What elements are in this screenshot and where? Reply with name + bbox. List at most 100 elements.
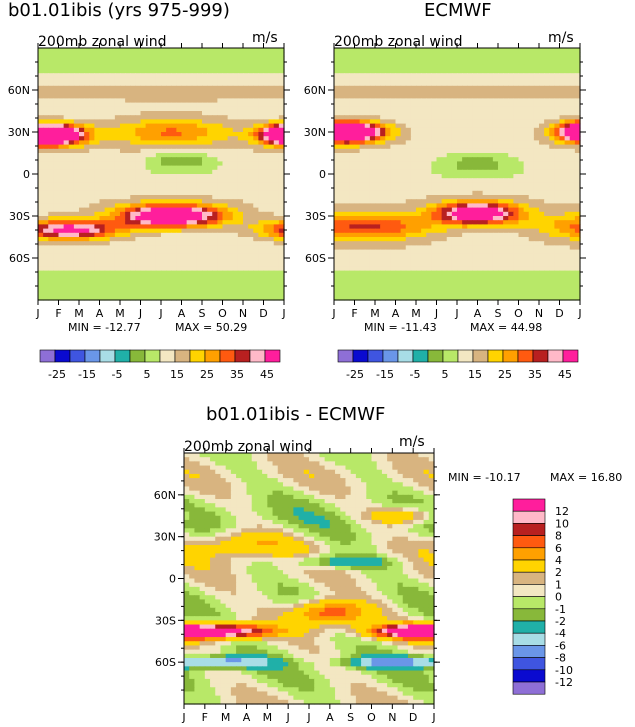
heatmap-cell [227, 295, 234, 301]
heatmap-cell [150, 165, 157, 171]
heatmap-cell [237, 136, 244, 141]
heatmap-cell [248, 161, 254, 167]
heatmap-cell [53, 220, 60, 225]
heatmap-cell [334, 178, 340, 183]
heatmap-cell [232, 132, 239, 137]
heatmap-cell [533, 169, 540, 175]
heatmap-cell [421, 56, 427, 62]
heatmap-cell [84, 237, 90, 242]
heatmap-cell [334, 94, 340, 99]
heatmap-cell [263, 77, 270, 83]
heatmap-cell [375, 64, 381, 70]
x-tick-label: D [259, 307, 267, 320]
heatmap-cell [237, 199, 244, 204]
heatmap-cell [140, 115, 147, 120]
heatmap-cell [503, 102, 509, 108]
heatmap-cell [161, 52, 167, 57]
heatmap-cell [533, 140, 540, 146]
heatmap-cell [472, 111, 479, 116]
heatmap-cell [436, 81, 443, 87]
heatmap-cell [84, 85, 90, 91]
heatmap-cell [569, 132, 576, 137]
heatmap-cell [451, 182, 458, 188]
heatmap-cell [339, 90, 345, 95]
heatmap-cell [212, 270, 218, 276]
heatmap-cell [344, 111, 350, 116]
heatmap-cell [375, 81, 381, 87]
heatmap-cell [482, 186, 489, 192]
heatmap-cell [278, 127, 285, 133]
heatmap-cell [462, 85, 468, 91]
heatmap-cell [559, 77, 566, 83]
heatmap-cell [186, 190, 193, 196]
heatmap-cell [212, 52, 218, 57]
heatmap-cell [273, 253, 280, 259]
heatmap-cell [375, 132, 381, 137]
heatmap-cell [400, 81, 407, 87]
heatmap-cell [569, 123, 576, 129]
heatmap-cell [232, 232, 239, 238]
heatmap-cell [523, 123, 530, 129]
heatmap-cell [380, 127, 386, 133]
heatmap-cell [243, 186, 249, 192]
heatmap-cell [227, 106, 234, 112]
heatmap-cell [232, 178, 239, 183]
heatmap-cell [202, 132, 208, 137]
heatmap-cell [43, 56, 49, 62]
heatmap-cell [339, 132, 345, 137]
heatmap-cell [349, 60, 356, 66]
heatmap-cell [523, 211, 530, 217]
heatmap-cell [191, 102, 198, 108]
heatmap-cell [426, 169, 432, 175]
heatmap-cell [227, 73, 234, 78]
heatmap-cell [278, 94, 285, 99]
heatmap-cell [339, 102, 345, 108]
heatmap-cell [109, 52, 116, 57]
heatmap-cell [405, 111, 412, 116]
heatmap-cell [253, 98, 259, 104]
heatmap-cell [467, 186, 473, 192]
panel-model-min-label: MIN = -12.77 [68, 321, 141, 334]
heatmap-cell [364, 186, 371, 192]
heatmap-cell [426, 136, 432, 141]
heatmap-cell [574, 161, 581, 167]
heatmap-cell [140, 136, 147, 141]
heatmap-cell [369, 157, 376, 162]
heatmap-cell [196, 136, 203, 141]
heatmap-cell [477, 157, 484, 162]
heatmap-cell [426, 94, 432, 99]
heatmap-cell [196, 279, 203, 284]
heatmap-cell [84, 216, 90, 221]
heatmap-cell [176, 115, 183, 120]
heatmap-cell [191, 207, 198, 213]
y-tick-label: 30S [9, 210, 30, 223]
heatmap-cell [554, 52, 561, 57]
heatmap-cell [278, 270, 285, 276]
heatmap-cell [68, 81, 75, 87]
heatmap-cell [523, 111, 530, 116]
heatmap-cell [120, 178, 126, 183]
heatmap-cell [554, 157, 561, 162]
heatmap-cell [416, 178, 422, 183]
heatmap-cell [426, 64, 432, 70]
heatmap-cell [202, 52, 208, 57]
heatmap-cell [569, 127, 576, 133]
heatmap-cell [559, 73, 566, 78]
heatmap-cell [268, 73, 275, 78]
heatmap-cell [544, 94, 550, 99]
heatmap-cell [482, 119, 489, 125]
heatmap-cell [114, 157, 121, 162]
heatmap-cell [53, 195, 60, 200]
heatmap-cell [53, 102, 60, 108]
heatmap-cell [227, 165, 234, 171]
heatmap-cell [344, 69, 350, 74]
heatmap-cell [498, 81, 504, 87]
heatmap-cell [191, 186, 198, 192]
heatmap-cell [89, 115, 95, 120]
heatmap-cell [380, 48, 386, 53]
heatmap-cell [150, 195, 157, 200]
heatmap-cell [487, 123, 494, 129]
heatmap-cell [191, 262, 198, 267]
heatmap-cell [161, 81, 167, 87]
heatmap-cell [79, 161, 85, 167]
